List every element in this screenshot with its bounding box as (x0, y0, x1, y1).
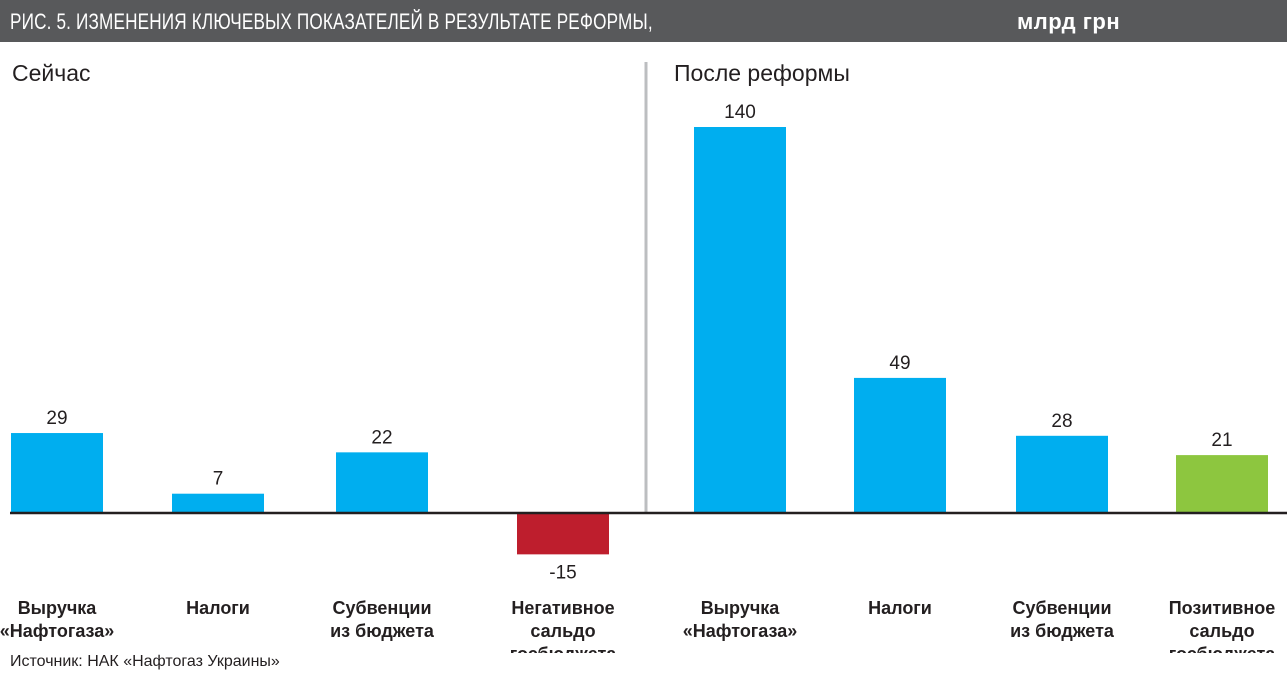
category-label: госбюджета (510, 644, 618, 653)
category-label: сальдо (530, 621, 595, 641)
data-label: -15 (549, 562, 576, 583)
bar-after-0 (694, 127, 786, 513)
chart-header: РИС. 5. ИЗМЕНЕНИЯ КЛЮЧЕВЫХ ПОКАЗАТЕЛЕЙ В… (0, 0, 1287, 42)
category-label: Позитивное (1169, 598, 1276, 618)
bar-now-0 (11, 433, 103, 513)
data-label: 49 (889, 353, 910, 374)
bar-chart: 29 Выручка «Нафтогаза» 7 Налоги 22 Субвенции из… (0, 62, 1287, 653)
data-label: 7 (213, 469, 224, 490)
bar-now-2 (336, 452, 428, 513)
category-label: из бюджета (330, 621, 435, 641)
bar-after-1 (854, 377, 946, 513)
data-label: 22 (371, 427, 392, 448)
category-label: сальдо (1189, 621, 1254, 641)
bar-after-2 (1016, 435, 1108, 513)
bar-now-3 (517, 513, 609, 555)
category-label: Выручка (18, 598, 98, 618)
source-note: Источник: НАК «Нафтогаз Украины» (10, 653, 280, 670)
chart-title: РИС. 5. ИЗМЕНЕНИЯ КЛЮЧЕВЫХ ПОКАЗАТЕЛЕЙ В… (10, 9, 653, 34)
category-label: «Нафтогаза» (0, 621, 114, 641)
data-label: 21 (1211, 430, 1232, 451)
panel-title-now: Сейчас (12, 60, 91, 86)
category-label: Субвенции (332, 598, 431, 618)
category-label: Выручка (701, 598, 781, 618)
category-label: Субвенции (1012, 598, 1111, 618)
category-label: Налоги (186, 598, 250, 618)
unit-label: млрд грн (1017, 9, 1121, 34)
bar-after-3 (1176, 455, 1268, 513)
category-label: «Нафтогаза» (683, 621, 798, 641)
category-label: из бюджета (1010, 621, 1115, 641)
data-label: 29 (46, 408, 67, 429)
data-label: 140 (724, 102, 756, 123)
bar-now-1 (172, 493, 264, 513)
category-label: госбюджета (1169, 644, 1277, 653)
category-label: Негативное (511, 598, 614, 618)
data-label: 28 (1051, 411, 1072, 432)
category-label: Налоги (868, 598, 932, 618)
panel-title-after: После реформы (674, 60, 850, 86)
